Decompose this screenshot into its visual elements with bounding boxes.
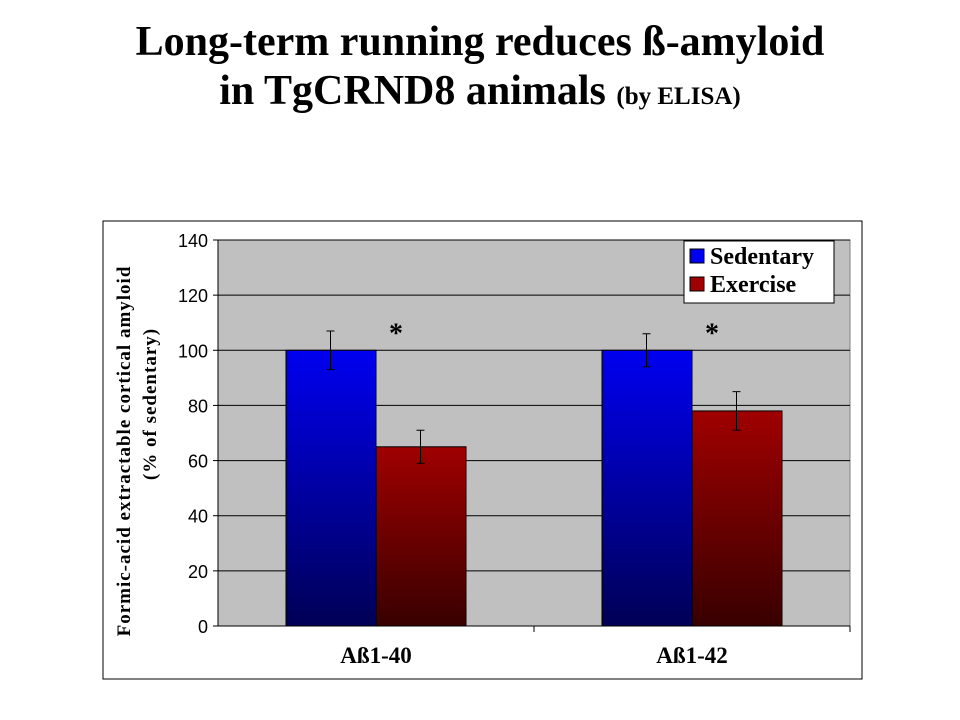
y-tick-label: 20 xyxy=(188,562,208,582)
significance-marker: * xyxy=(705,318,719,349)
y-tick-label: 60 xyxy=(188,452,208,472)
x-tick-label: Aß1-40 xyxy=(340,643,412,668)
y-axis-label-line-1: Formic-acid extractable cortical amyloid xyxy=(114,266,135,637)
y-tick-label: 120 xyxy=(178,286,208,306)
title-line-2-main: in TgCRND8 animals xyxy=(219,68,606,114)
title-suffix: (by ELISA) xyxy=(616,83,741,110)
bar-sedentary-2 xyxy=(601,349,693,627)
y-axis-label-line-2: (% of sedentary) xyxy=(140,328,161,480)
legend-swatch-sedentary xyxy=(689,248,705,264)
title-line-2: in TgCRND8 animals (by ELISA) xyxy=(0,67,960,121)
bar-exercise-2 xyxy=(691,410,783,627)
y-tick-label: 40 xyxy=(188,507,208,527)
bar-exercise-1 xyxy=(375,446,467,627)
slide-title: Long-term running reduces ß-amyloid in T… xyxy=(0,18,960,121)
title-line-1: Long-term running reduces ß-amyloid xyxy=(135,19,825,65)
significance-marker: * xyxy=(389,318,403,349)
x-tick-label: Aß1-42 xyxy=(656,643,728,668)
legend-swatch-exercise xyxy=(689,276,705,292)
y-tick-label: 100 xyxy=(178,341,208,361)
y-tick-label: 0 xyxy=(198,617,208,637)
legend-label-sedentary: Sedentary xyxy=(710,244,814,270)
y-tick-label: 80 xyxy=(188,396,208,416)
legend-label-exercise: Exercise xyxy=(710,272,797,298)
bar-sedentary-1 xyxy=(285,349,377,627)
legend-box xyxy=(683,240,835,304)
y-tick-label: 140 xyxy=(178,231,208,251)
